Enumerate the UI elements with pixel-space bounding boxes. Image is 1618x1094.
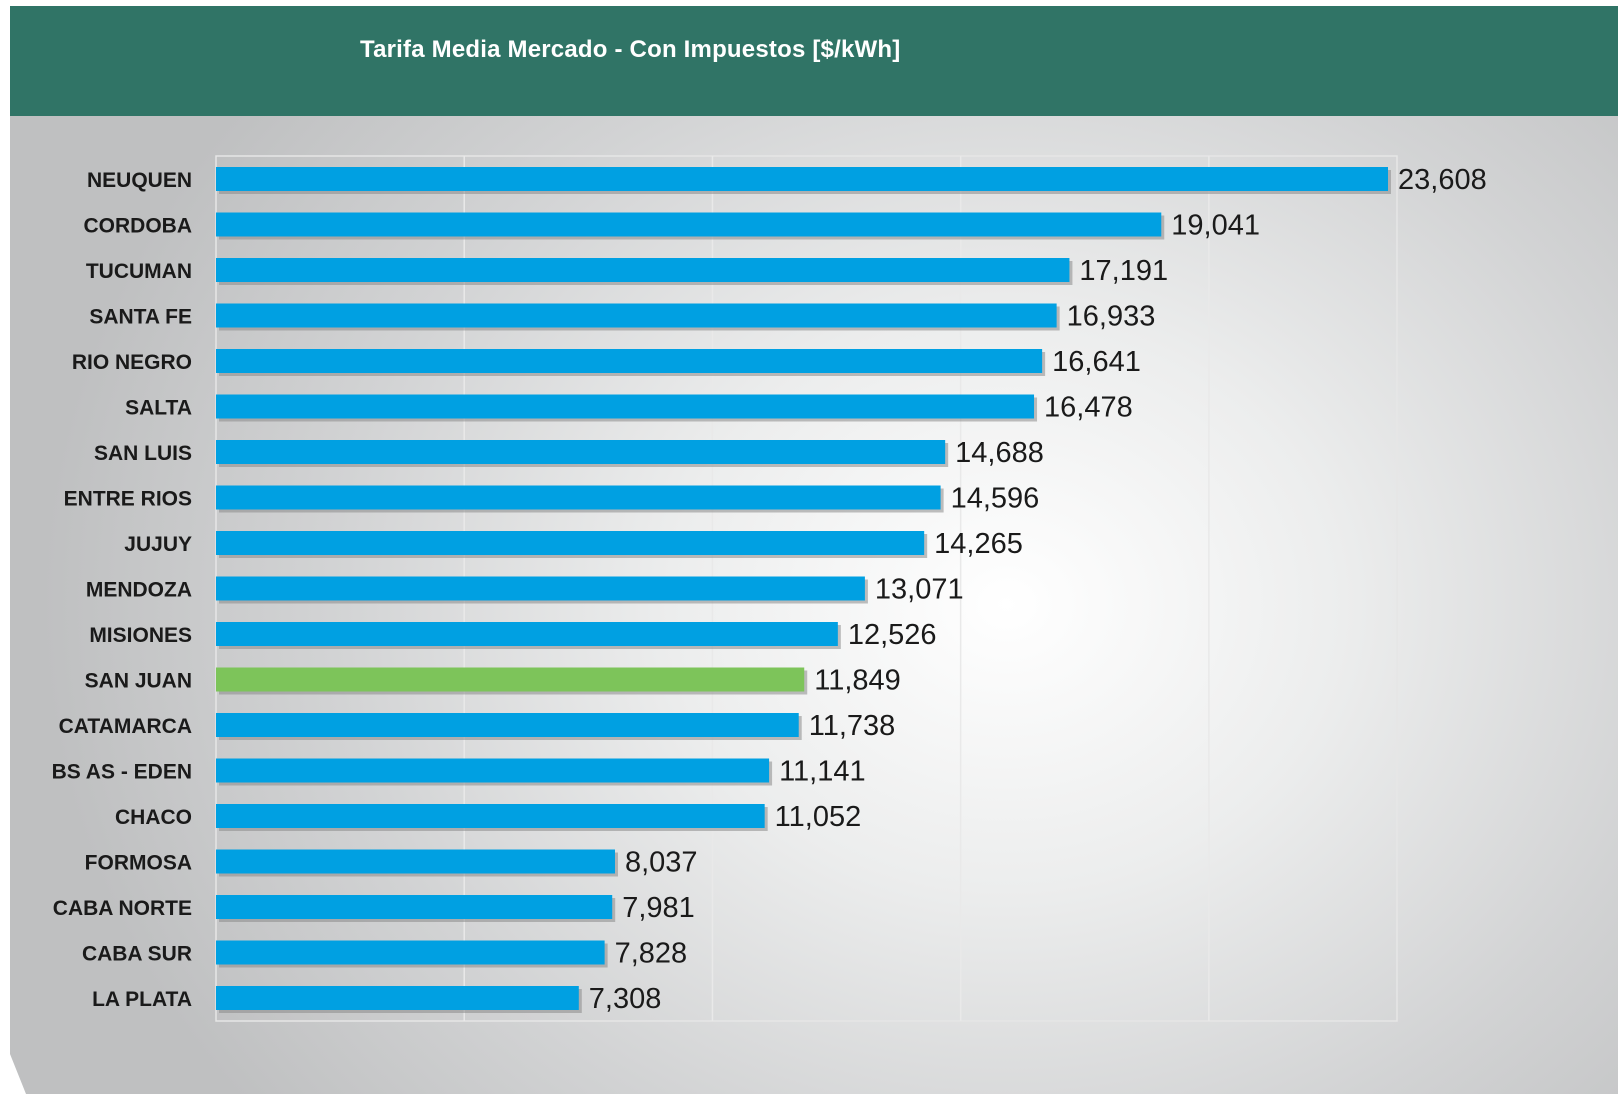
value-label: 16,933 — [1067, 301, 1156, 333]
value-label: 12,526 — [848, 619, 937, 651]
bar — [216, 940, 605, 965]
value-label: 14,688 — [955, 437, 1044, 469]
category-label: SANTA FE — [89, 306, 192, 329]
value-label: 14,596 — [951, 483, 1040, 515]
bar — [216, 258, 1070, 282]
value-label: 7,828 — [615, 938, 688, 970]
category-label: FORMOSA — [85, 852, 192, 875]
value-label: 11,738 — [809, 710, 896, 742]
value-label: 7,981 — [622, 892, 695, 924]
bar — [216, 485, 941, 510]
bar — [216, 804, 765, 828]
corner-decoration — [10, 1054, 26, 1094]
category-label: ENTRE RIOS — [64, 488, 192, 511]
category-label: BS AS - EDEN — [52, 761, 192, 784]
category-label: SAN JUAN — [85, 670, 192, 693]
value-label: 19,041 — [1171, 210, 1260, 242]
bar — [216, 758, 770, 783]
bar — [216, 212, 1162, 237]
category-label: CHACO — [115, 806, 192, 829]
bar — [216, 167, 1388, 191]
chart-header: Tarifa Media Mercado - Con Impuestos [$/… — [10, 6, 1618, 116]
value-label: 23,608 — [1398, 164, 1487, 196]
value-label: 14,265 — [934, 528, 1023, 560]
value-label: 16,478 — [1044, 392, 1133, 424]
category-label: CORDOBA — [84, 215, 193, 238]
bar — [216, 713, 799, 737]
bar — [216, 895, 613, 919]
bar — [216, 986, 579, 1010]
bar — [216, 576, 865, 601]
value-label: 16,641 — [1052, 346, 1141, 378]
bar — [216, 849, 615, 874]
bar — [216, 622, 838, 646]
category-label: CABA NORTE — [53, 897, 192, 920]
value-label: 8,037 — [625, 847, 698, 879]
bar — [216, 349, 1043, 373]
value-label: 11,849 — [814, 665, 901, 697]
chart-panel: Tarifa Media Mercado - Con Impuestos [$/… — [10, 6, 1618, 1094]
value-label: 7,308 — [589, 983, 662, 1015]
chart-title: Tarifa Media Mercado - Con Impuestos [$/… — [360, 36, 901, 63]
category-label: MISIONES — [89, 624, 192, 647]
category-label: RIO NEGRO — [72, 351, 192, 374]
category-label: SALTA — [125, 397, 192, 420]
bar — [216, 440, 946, 464]
value-label: 13,071 — [875, 574, 964, 606]
bar — [216, 667, 805, 692]
bar — [216, 394, 1035, 419]
category-label: CABA SUR — [82, 943, 192, 966]
category-label: CATAMARCA — [59, 715, 192, 738]
value-label: 11,052 — [775, 801, 862, 833]
bar — [216, 531, 925, 555]
category-label: JUJUY — [124, 533, 192, 556]
category-label: LA PLATA — [92, 988, 192, 1011]
category-label: SAN LUIS — [94, 442, 192, 465]
category-label: NEUQUEN — [87, 169, 192, 192]
value-label: 17,191 — [1079, 255, 1168, 287]
value-label: 11,141 — [779, 756, 866, 788]
category-label: MENDOZA — [86, 579, 192, 602]
category-label: TUCUMAN — [86, 260, 192, 283]
bar-chart: NEUQUEN 23,608 CORDOBA 19,041 TUCUMAN 17,191 S… — [52, 155, 1487, 1022]
bar — [216, 303, 1057, 328]
